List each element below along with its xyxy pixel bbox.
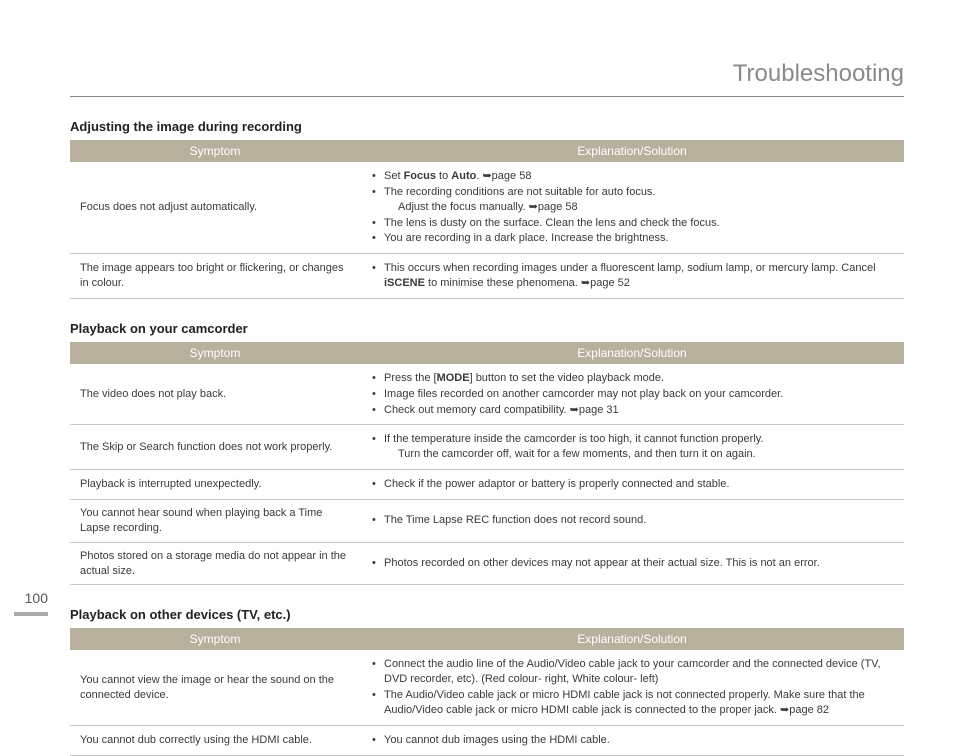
symptom-cell: You cannot hear sound when playing back … [70,499,360,542]
solution-cell: The Time Lapse REC function does not rec… [360,499,904,542]
solution-cell: Photos recorded on other devices may not… [360,542,904,585]
table-playback-camcorder: Symptom Explanation/Solution The video d… [70,342,904,585]
table-row: You cannot view the image or hear the so… [70,650,904,725]
col-solution: Explanation/Solution [360,342,904,364]
section-heading-playback-other: Playback on other devices (TV, etc.) [70,607,904,622]
col-solution: Explanation/Solution [360,140,904,162]
solution-cell: If the temperature inside the camcorder … [360,425,904,470]
solution-cell: Connect the audio line of the Audio/Vide… [360,650,904,725]
section-heading-playback-camcorder: Playback on your camcorder [70,321,904,336]
symptom-cell: Playback is interrupted unexpectedly. [70,470,360,500]
solution-cell: This occurs when recording images under … [360,254,904,299]
table-row: Photos stored on a storage media do not … [70,542,904,585]
col-solution: Explanation/Solution [360,628,904,650]
table-body: Focus does not adjust automatically.Set … [70,162,904,298]
symptom-cell: The image appears too bright or flickeri… [70,254,360,299]
table-row: You cannot hear sound when playing back … [70,499,904,542]
page-title: Troubleshooting [70,60,904,97]
solution-cell: Press the [MODE] button to set the video… [360,364,904,425]
table-body: You cannot view the image or hear the so… [70,650,904,755]
col-symptom: Symptom [70,628,360,650]
solution-cell: Set Focus to Auto. ➥page 58The recording… [360,162,904,254]
solution-cell: Check if the power adaptor or battery is… [360,470,904,500]
page-number-bar [14,612,48,616]
page-number: 100 [14,590,48,606]
table-adjusting: Symptom Explanation/Solution Focus does … [70,140,904,299]
table-row: Focus does not adjust automatically.Set … [70,162,904,254]
table-row: The video does not play back.Press the [… [70,364,904,425]
table-row: The image appears too bright or flickeri… [70,254,904,299]
table-row: The Skip or Search function does not wor… [70,425,904,470]
symptom-cell: The Skip or Search function does not wor… [70,425,360,470]
symptom-cell: You cannot view the image or hear the so… [70,650,360,725]
symptom-cell: Focus does not adjust automatically. [70,162,360,254]
section-heading-adjusting: Adjusting the image during recording [70,119,904,134]
table-playback-other: Symptom Explanation/Solution You cannot … [70,628,904,755]
table-body: The video does not play back.Press the [… [70,364,904,585]
col-symptom: Symptom [70,342,360,364]
col-symptom: Symptom [70,140,360,162]
symptom-cell: Photos stored on a storage media do not … [70,542,360,585]
table-row: Playback is interrupted unexpectedly.Che… [70,470,904,500]
symptom-cell: The video does not play back. [70,364,360,425]
